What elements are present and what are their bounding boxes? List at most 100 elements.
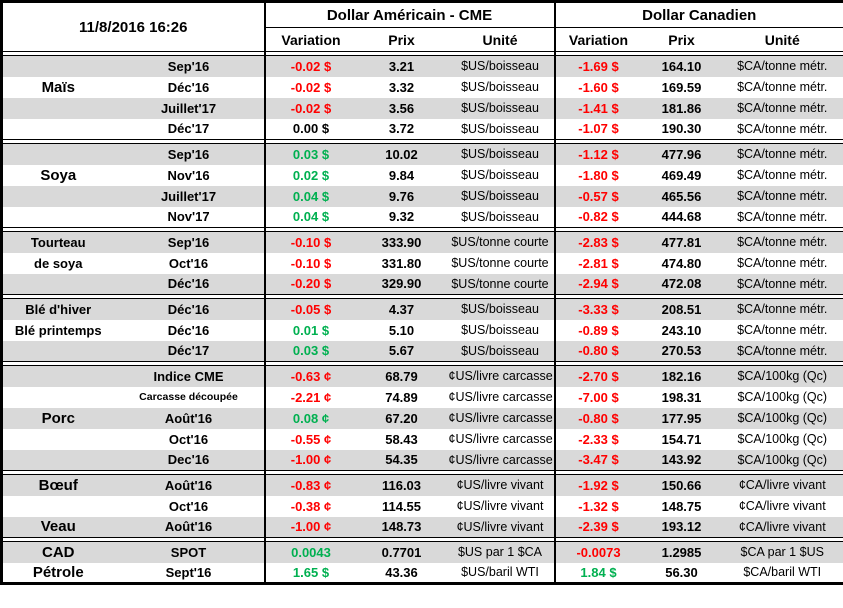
ca-unit: $CA/tonne métr.	[721, 97, 843, 119]
separator-cell	[446, 537, 555, 542]
commodity-label	[1, 185, 114, 207]
commodity-label	[1, 365, 114, 387]
separator-cell	[263, 361, 357, 366]
separator-cell	[721, 294, 843, 299]
ca-price: 477.96	[641, 143, 722, 165]
ca-variation: -0.82 $	[553, 206, 642, 228]
us-variation: -0.02 $	[263, 97, 357, 119]
us-unit: $US/boisseau	[446, 55, 555, 77]
ca-variation: -0.0073	[553, 541, 642, 563]
separator-cell	[263, 227, 357, 232]
separator-cell	[356, 470, 447, 475]
commodity-label: Bœuf	[1, 474, 114, 496]
commodity-label: Blé d'hiver	[1, 298, 114, 320]
us-variation: 0.0043	[263, 541, 357, 563]
separator-cell	[263, 537, 357, 542]
separator-cell	[446, 139, 555, 144]
group-separator	[1, 139, 843, 144]
group-separator	[1, 361, 843, 366]
us-variation: -0.38 ¢	[263, 495, 357, 517]
ca-unit: $CA/100kg (Qc)	[721, 449, 843, 471]
separator-cell	[721, 139, 843, 144]
table-row: Dec'16 -1.00 ¢ 54.35 ¢US/livre carcasse -3.4…	[1, 449, 843, 471]
ca-price: 465.56	[641, 185, 722, 207]
ca-variation: 1.84 $	[553, 562, 642, 584]
us-variation: 0.04 $	[263, 185, 357, 207]
commodity-label: Blé printemps	[14, 322, 102, 338]
ca-variation: -1.32 $	[553, 495, 642, 517]
ca-price: 477.81	[641, 231, 722, 253]
separator-cell	[263, 470, 357, 475]
us-unit: $US par 1 $CA	[446, 541, 555, 563]
us-variation: -0.83 ¢	[263, 474, 357, 496]
ca-unit: $CA/tonne métr.	[721, 231, 843, 253]
separator-cell	[356, 227, 447, 232]
us-price: 67.20	[356, 407, 447, 429]
ca-price: 169.59	[661, 79, 702, 95]
us-variation: -0.20 $	[263, 273, 357, 295]
us-price: 148.73	[356, 516, 447, 538]
separator-cell	[553, 361, 642, 366]
ca-price: 150.66	[641, 474, 722, 496]
commodity-label	[2, 429, 114, 450]
contract-label: Sep'16	[113, 55, 265, 77]
separator-cell	[113, 227, 265, 232]
ca-variation: -2.39 $	[553, 516, 642, 538]
us-price: 68.79	[356, 365, 447, 387]
us-variation: -0.02 $	[263, 55, 357, 77]
ca-variation: -2.83 $	[553, 231, 642, 253]
us-variation: 0.03 $	[263, 340, 357, 362]
separator-cell	[446, 470, 555, 475]
ca-unit: $CA/100kg (Qc)	[721, 407, 843, 429]
table-row: Juillet'17 -0.02 $3.56 $US/boisseau -1.41 $…	[1, 97, 843, 119]
commodity-label: Soya	[40, 166, 77, 184]
us-unit: $US/boisseau	[461, 168, 539, 182]
separator-cell	[553, 537, 642, 542]
us-variation: -0.63 ¢	[263, 365, 357, 387]
us-price: 10.02	[356, 143, 447, 165]
us-price: 74.89	[385, 389, 418, 405]
commodity-label	[1, 273, 114, 295]
separator-cell	[356, 537, 447, 542]
contract-label: Sept'16	[165, 564, 212, 580]
ca-price: 444.68	[661, 209, 702, 225]
separator-cell	[721, 537, 843, 542]
ca-variation: -0.80 $	[553, 340, 642, 362]
us-price: 9.76	[356, 185, 447, 207]
ca-unit: $CA/tonne métr.	[737, 256, 828, 270]
table-row: Nov'17 0.04 $ 9.32 $US/boisseau -0.82 $ 444.6…	[2, 206, 843, 228]
us-variation: -0.10 $	[263, 252, 357, 274]
us-unit: ¢US/livre carcasse	[446, 365, 555, 387]
ca-price: 143.92	[641, 449, 722, 471]
separator-cell	[356, 361, 447, 366]
table-row: Tourteau Sep'16 -0.10 $333.90 $US/tonne cou…	[1, 231, 843, 253]
us-variation: -1.00 ¢	[263, 449, 357, 471]
table-row: Déc'17 0.03 $5.67 $US/boisseau -0.80 $270.5…	[1, 340, 843, 362]
us-variation: -0.55 ¢	[263, 428, 357, 450]
ca-price: 177.95	[641, 407, 722, 429]
us-unit: $US/boisseau	[461, 80, 539, 94]
ca-unit: $CA/tonne métr.	[721, 273, 843, 295]
separator-cell	[553, 227, 642, 232]
us-price: 3.32	[388, 79, 415, 95]
ca-price: 190.30	[661, 121, 702, 137]
commodity-label: de soya	[34, 255, 83, 271]
ca-unit: $CA/baril WTI	[743, 565, 822, 580]
ca-variation: -0.89 $	[553, 319, 642, 341]
us-variation: -0.05 $	[263, 298, 357, 320]
group-separator	[1, 51, 843, 56]
separator-cell	[641, 51, 722, 56]
us-variation: -1.00 ¢	[263, 516, 357, 538]
ca-unit-header: Unité	[764, 31, 800, 48]
ca-price: 243.10	[661, 322, 702, 338]
table-row: Veau Août'16 -1.00 ¢ 148.73 ¢US/livre vivant…	[1, 516, 843, 538]
ca-variation: -1.69 $	[553, 55, 642, 77]
separator-cell	[721, 51, 843, 56]
table-row: de soya Oct'16 -0.10 $ 331.80 $US/tonne cour…	[2, 252, 843, 274]
ca-price: 148.75	[661, 498, 702, 514]
us-unit: ¢US/livre vivant	[446, 474, 555, 496]
us-variation: -0.10 $	[263, 231, 357, 253]
ca-variation: -3.47 $	[553, 449, 642, 471]
table-row: CAD SPOT 0.0043 0.7701 $US par 1 $CA -0.0073 1…	[1, 541, 843, 563]
separator-cell	[113, 361, 265, 366]
